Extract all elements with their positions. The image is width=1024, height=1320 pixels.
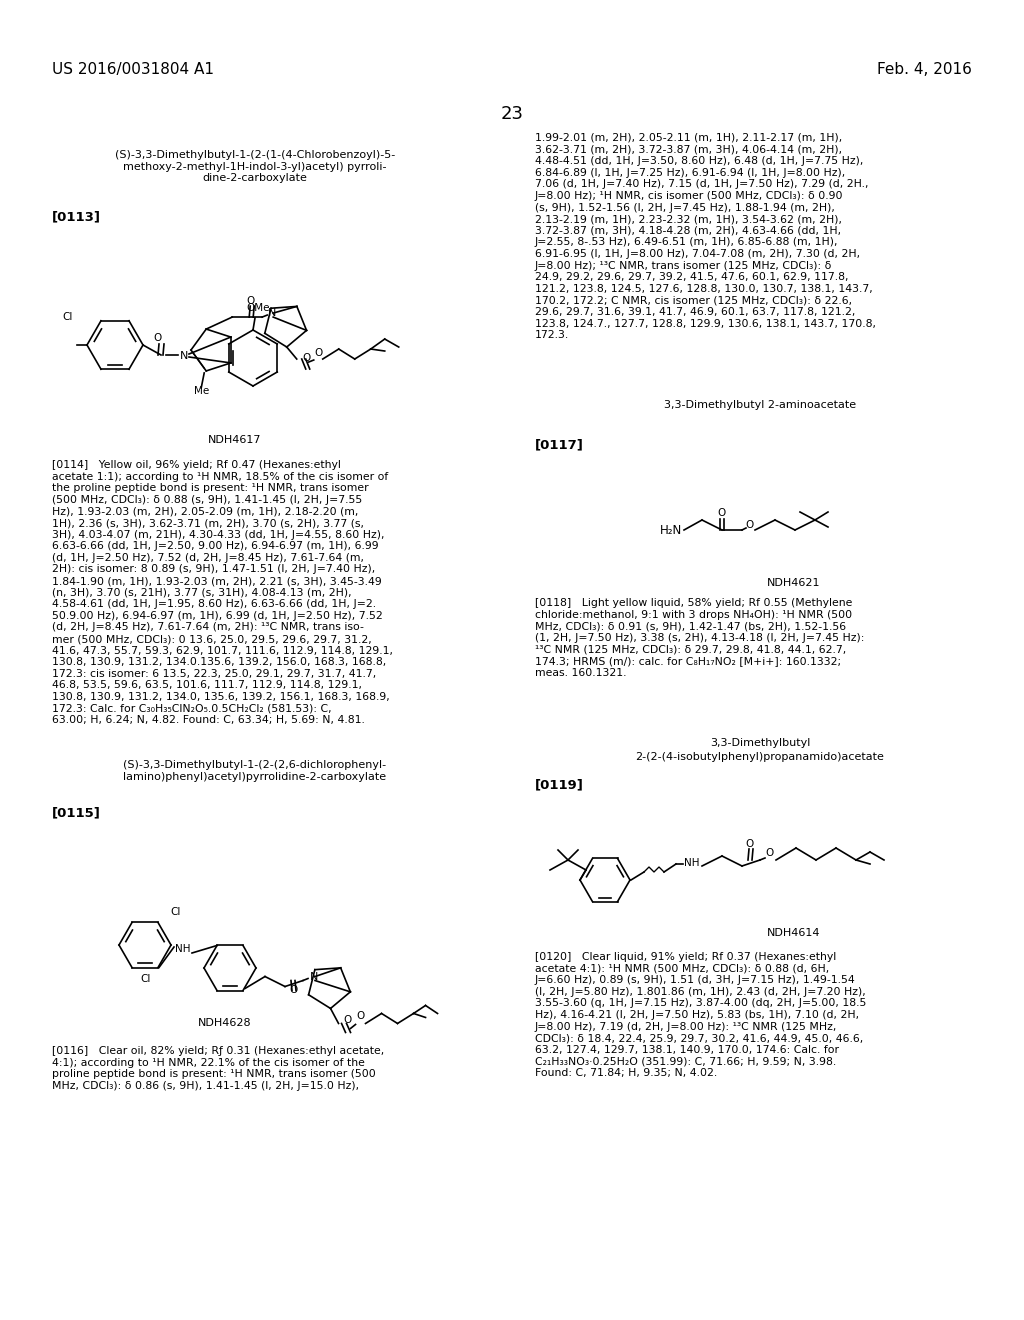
Text: [0114]   Yellow oil, 96% yield; Rf 0.47 (Hexanes:ethyl
acetate 1:1); according t: [0114] Yellow oil, 96% yield; Rf 0.47 (H… [52, 459, 393, 725]
Text: NDH4621: NDH4621 [767, 578, 820, 587]
Text: NH: NH [175, 944, 190, 954]
Text: [0115]: [0115] [52, 807, 101, 818]
Text: H₂N: H₂N [660, 524, 682, 536]
Text: N: N [310, 972, 318, 982]
Text: O: O [314, 348, 323, 358]
Text: OMe: OMe [246, 304, 269, 313]
Text: 2-(2-(4-isobutylphenyl)propanamido)acetate: 2-(2-(4-isobutylphenyl)propanamido)aceta… [636, 752, 885, 762]
Text: Feb. 4, 2016: Feb. 4, 2016 [878, 62, 972, 77]
Text: O: O [766, 847, 774, 858]
Text: NDH4628: NDH4628 [199, 1018, 252, 1028]
Text: O: O [289, 985, 297, 994]
Text: [0119]: [0119] [535, 777, 584, 791]
Text: O: O [246, 296, 254, 306]
Text: Me: Me [194, 385, 209, 396]
Text: N: N [180, 351, 188, 360]
Text: NDH4614: NDH4614 [767, 928, 820, 939]
Text: [0117]: [0117] [535, 438, 584, 451]
Text: O: O [154, 333, 162, 343]
Text: O: O [356, 1011, 365, 1022]
Text: [0116]   Clear oil, 82% yield; Rƒ 0.31 (Hexanes:ethyl acetate,
4:1); according t: [0116] Clear oil, 82% yield; Rƒ 0.31 (He… [52, 1045, 384, 1090]
Text: N: N [268, 308, 276, 318]
Text: O: O [303, 352, 311, 363]
Text: [0113]: [0113] [52, 210, 101, 223]
Text: 23: 23 [501, 106, 523, 123]
Text: 1.99-2.01 (m, 2H), 2.05-2.11 (m, 1H), 2.11-2.17 (m, 1H),
3.62-3.71 (m, 2H), 3.72: 1.99-2.01 (m, 2H), 2.05-2.11 (m, 1H), 2.… [535, 133, 876, 341]
Text: Cl: Cl [170, 907, 180, 917]
Text: O: O [343, 1015, 351, 1026]
Text: Cl: Cl [62, 312, 73, 322]
Text: O: O [745, 840, 754, 849]
Text: O: O [745, 520, 754, 531]
Text: US 2016/0031804 A1: US 2016/0031804 A1 [52, 62, 214, 77]
Text: 3,3-Dimethylbutyl: 3,3-Dimethylbutyl [710, 738, 810, 748]
Text: O: O [718, 508, 726, 517]
Text: [0120]   Clear liquid, 91% yield; Rf 0.37 (Hexanes:ethyl
acetate 4:1): ¹H NMR (5: [0120] Clear liquid, 91% yield; Rf 0.37 … [535, 952, 866, 1078]
Text: 3,3-Dimethylbutyl 2-aminoacetate: 3,3-Dimethylbutyl 2-aminoacetate [664, 400, 856, 411]
Text: Cl: Cl [140, 974, 151, 983]
Text: (S)-3,3-Dimethylbutyl-1-(2-(1-(4-Chlorobenzoyl)-5-
methoxy-2-methyl-1H-indol-3-y: (S)-3,3-Dimethylbutyl-1-(2-(1-(4-Chlorob… [115, 150, 395, 183]
Text: [0118]   Light yellow liquid, 58% yield; Rf 0.55 (Methylene
chloride:methanol, 9: [0118] Light yellow liquid, 58% yield; R… [535, 598, 864, 677]
Text: NDH4617: NDH4617 [208, 436, 262, 445]
Text: NH: NH [684, 858, 699, 869]
Text: (S)-3,3-Dimethylbutyl-1-(2-(2,6-dichlorophenyl-
lamino)phenyl)acetyl)pyrrolidine: (S)-3,3-Dimethylbutyl-1-(2-(2,6-dichloro… [124, 760, 387, 781]
